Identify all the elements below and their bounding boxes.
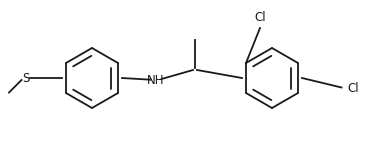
Text: Cl: Cl <box>347 82 359 95</box>
Text: NH: NH <box>147 74 165 87</box>
Text: Cl: Cl <box>254 11 266 24</box>
Text: S: S <box>22 72 30 84</box>
